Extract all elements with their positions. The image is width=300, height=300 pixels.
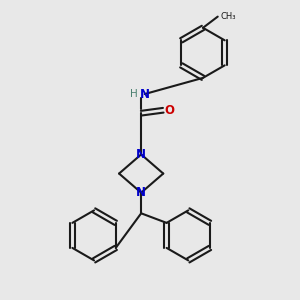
Text: H: H	[130, 89, 138, 99]
Text: N: N	[136, 148, 146, 161]
Text: CH₃: CH₃	[220, 12, 236, 21]
Text: N: N	[136, 186, 146, 199]
Text: O: O	[165, 104, 175, 117]
Text: N: N	[140, 88, 150, 100]
